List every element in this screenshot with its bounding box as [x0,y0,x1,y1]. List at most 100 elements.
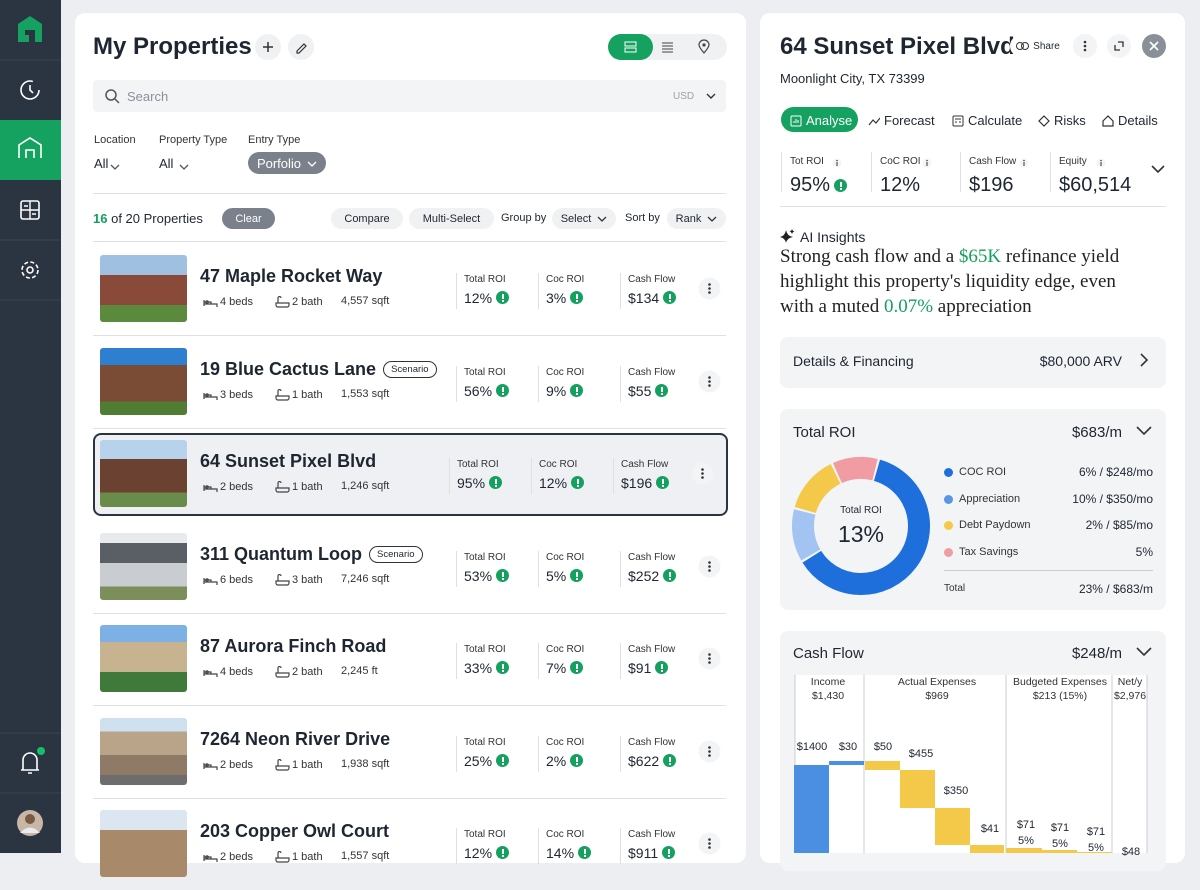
metric-value-line: $91 [628,660,669,676]
currency[interactable]: USD [673,91,695,102]
stat-divider [960,152,961,192]
icon-part [1042,850,1077,853]
sqft: 7,246 sqft [341,572,390,585]
icon-part [794,765,829,853]
beds: 4 beds [220,666,254,678]
bar-label: $41 [980,823,1000,835]
active-tab[interactable] [781,107,858,132]
property-photo [100,532,187,600]
bed-icon [203,574,218,592]
financing-row[interactable] [780,337,1166,388]
chevron[interactable] [705,91,717,101]
filter-value[interactable]: All [159,156,174,171]
icon-part [1114,41,1124,51]
count-rest: of 20 Properties [111,211,203,226]
sort-by-select[interactable]: Rank [667,208,726,229]
stats-expand[interactable] [1150,163,1166,175]
row-hit[interactable] [93,613,726,705]
row-menu[interactable] [698,555,721,583]
status-badge [489,476,503,489]
icon-part [1100,159,1102,162]
metric-value: $622 [628,752,660,769]
share-button[interactable]: Share [1010,35,1066,57]
metric-label: Coc ROI [546,644,585,655]
icon-part [608,34,653,60]
row-hit[interactable] [93,706,726,798]
icon-part [275,388,290,401]
collapse-chevron[interactable] [1136,425,1152,437]
chevron [179,158,189,176]
icon-part [110,164,120,170]
bed-icon [203,759,218,777]
filter-pill[interactable]: Porfolio [248,152,326,174]
icon-part [708,657,711,660]
row-divider [93,335,726,336]
row-hit[interactable] [93,798,726,890]
row-menu-svg [698,370,721,392]
tab-label[interactable]: Calculate [968,113,1023,128]
row-menu[interactable] [698,277,721,305]
waterfall-bars [794,675,1148,853]
icon-part [1023,159,1025,162]
icon-part [707,216,717,222]
tab-label[interactable]: Details [1118,113,1158,128]
icon-part [624,47,637,53]
row-hit[interactable] [93,243,726,335]
tab-icon-svg [790,115,802,127]
column-label: Budgeted Expenses [1013,676,1107,688]
status-badge [496,568,510,582]
sqft: 4,557 sqft [341,295,390,307]
row-menu[interactable] [698,370,721,398]
row-menu[interactable] [698,647,721,675]
bar-label: $350 [943,785,969,797]
metric-value-line: $622 [628,752,677,769]
chevron-right[interactable] [1138,352,1150,368]
legend-label: Debt Paydown [959,519,1031,532]
tab-label[interactable]: Analyse [806,113,853,128]
row-hit[interactable] [93,521,726,613]
clear-button[interactable]: Clear [222,208,275,229]
legend-value: 5% [1135,545,1153,560]
metric-value: $55 [628,382,652,399]
icon-part [114,98,120,104]
bed-icon [203,296,218,314]
roi-total-label: Total [944,583,966,594]
row-hit[interactable] [93,336,726,428]
metric-value-line: 33% [464,660,510,676]
icon-part [790,115,802,127]
metric-label: Coc ROI [546,366,585,378]
row-menu-svg [698,832,721,855]
search-bar[interactable] [93,80,726,112]
tab-label[interactable]: Forecast [884,113,935,128]
info-icon [832,155,842,173]
metric-divider [456,828,457,864]
list-actions[interactable] [254,33,328,61]
compare-button[interactable]: Compare [331,208,403,229]
column-label: Income [810,676,846,688]
row-menu[interactable] [698,740,721,768]
column-value: $1,430 [811,690,845,702]
info-icon-svg [832,158,842,168]
icon-part [708,745,711,749]
collapse-chevron[interactable] [1136,646,1152,658]
selected-row[interactable] [93,433,728,516]
stat-divider [1050,152,1051,192]
detail-actions[interactable] [1071,33,1169,60]
icon-part [836,159,838,162]
stat-value: 95% [790,174,831,196]
filter-value[interactable]: All [94,156,109,171]
tab-label[interactable]: Risks [1054,113,1086,128]
insight-text: refinance yield highlight this property'… [780,246,1120,317]
metric-label: Coc ROI [546,829,585,840]
row-menu[interactable] [698,832,721,860]
view-toggle[interactable] [608,34,727,60]
row-menu[interactable] [691,462,714,490]
icon-part [708,653,711,656]
cash-flow-title: Cash Flow [793,645,864,662]
multi-select-button[interactable]: Multi-Select [409,208,494,229]
icon-part [708,291,711,294]
icon-part [706,93,716,99]
group-by-select[interactable]: Select [552,208,616,229]
financing-label: Details & Financing [793,353,914,369]
bar-label: $71 [1086,826,1106,838]
